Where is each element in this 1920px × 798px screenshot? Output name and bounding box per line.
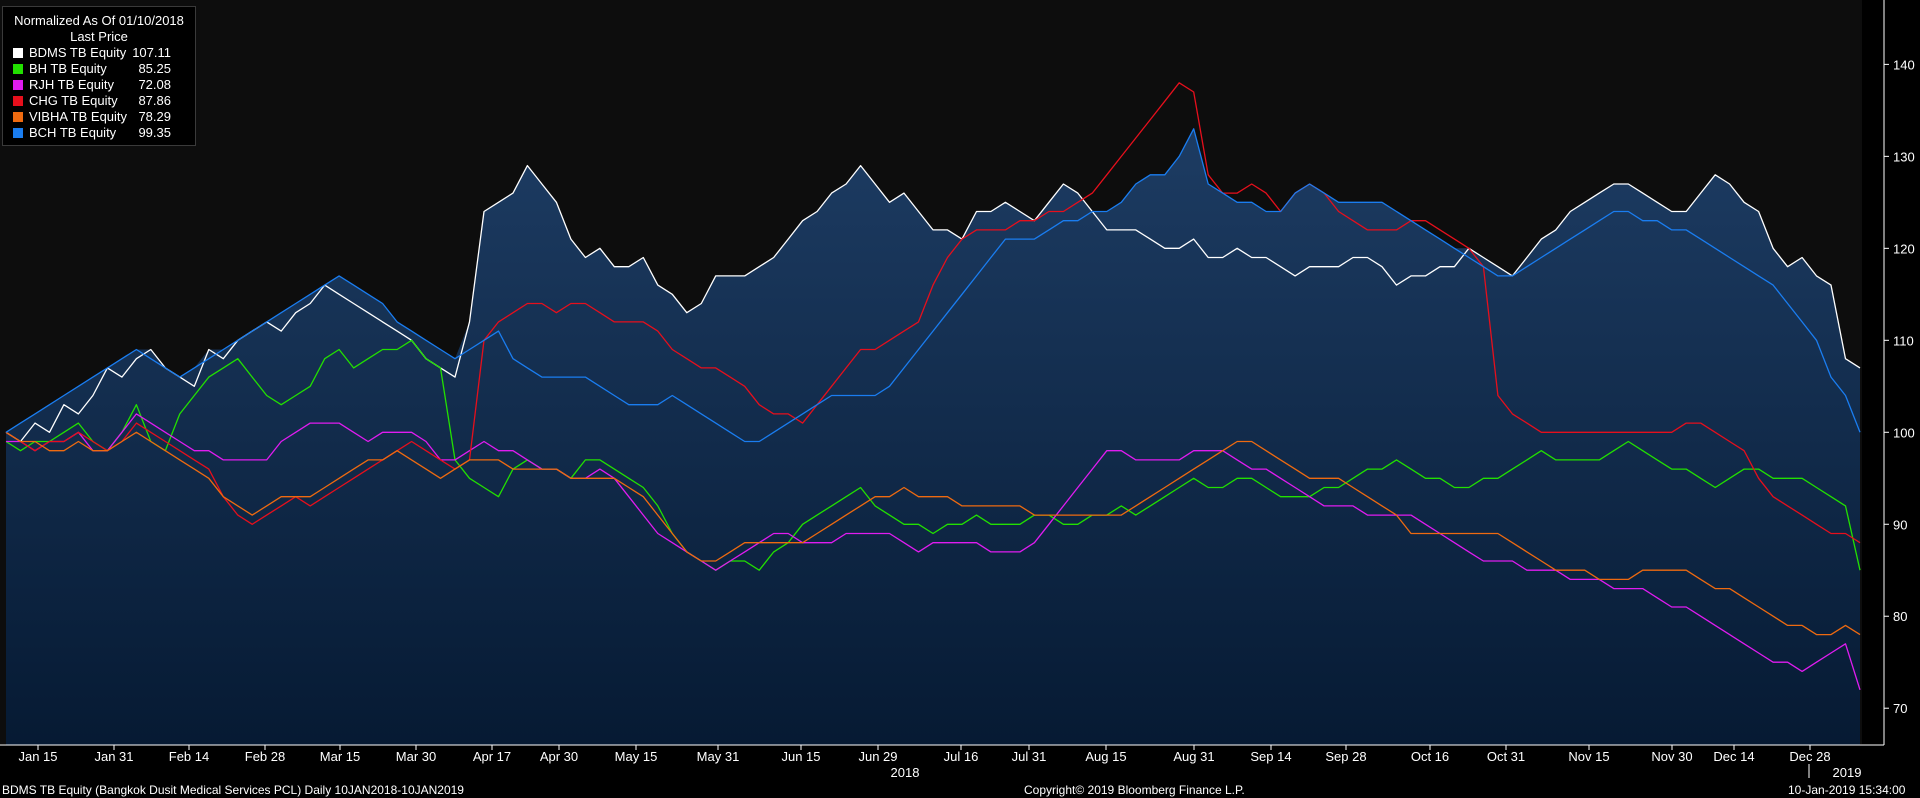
x-tick-label: May 15 bbox=[615, 749, 658, 764]
year-label-2019: 2019 bbox=[1833, 765, 1862, 780]
y-tick-label: 140 bbox=[1893, 57, 1915, 72]
x-tick-label: Jul 31 bbox=[1012, 749, 1047, 764]
y-tick-label: 130 bbox=[1893, 149, 1915, 164]
x-tick-label: Mar 30 bbox=[396, 749, 436, 764]
x-tick-label: Apr 30 bbox=[540, 749, 578, 764]
legend-title: Normalized As Of 01/10/2018 bbox=[14, 13, 184, 28]
y-axis-ticks: 70 80 90 100 110 120 130 140 bbox=[1884, 57, 1915, 716]
legend-entry: BH TB Equity 85.25 bbox=[3, 61, 195, 77]
x-tick-label: Jun 29 bbox=[858, 749, 897, 764]
series-line-bch bbox=[5, 128, 1861, 443]
legend-swatch bbox=[13, 128, 23, 138]
x-tick-label: Oct 31 bbox=[1487, 749, 1525, 764]
x-tick-label: Apr 17 bbox=[473, 749, 511, 764]
x-tick-label: Mar 15 bbox=[320, 749, 360, 764]
area-layer bbox=[6, 128, 1860, 746]
legend-last-price: 87.86 bbox=[138, 93, 171, 108]
x-tick-label: Aug 31 bbox=[1173, 749, 1214, 764]
y-tick-label: 100 bbox=[1893, 425, 1915, 440]
legend-series-name: BCH TB Equity bbox=[29, 125, 117, 140]
series-line-bdms bbox=[5, 164, 1861, 443]
x-tick-label: Jan 31 bbox=[94, 749, 133, 764]
legend-last-price: 78.29 bbox=[138, 109, 171, 124]
x-tick-label: Nov 15 bbox=[1568, 749, 1609, 764]
legend-swatch bbox=[13, 64, 23, 74]
legend-series-name: BDMS TB Equity bbox=[29, 45, 127, 60]
legend: Normalized As Of 01/10/2018 Last Price B… bbox=[2, 6, 196, 146]
x-tick-label: Oct 16 bbox=[1411, 749, 1449, 764]
x-tick-label: Jan 15 bbox=[18, 749, 57, 764]
legend-subtitle: Last Price bbox=[70, 29, 128, 44]
x-tick-label: Sep 14 bbox=[1250, 749, 1291, 764]
x-tick-label: May 31 bbox=[697, 749, 740, 764]
legend-last-price: 85.25 bbox=[138, 61, 171, 76]
y-tick-label: 80 bbox=[1893, 609, 1907, 624]
x-tick-label: Jul 16 bbox=[944, 749, 979, 764]
legend-series-name: BH TB Equity bbox=[29, 61, 107, 76]
y-tick-label: 110 bbox=[1893, 333, 1914, 348]
x-tick-label: Sep 28 bbox=[1325, 749, 1366, 764]
legend-entry: CHG TB Equity 87.86 bbox=[3, 93, 195, 109]
y-tick-label: 90 bbox=[1893, 517, 1907, 532]
legend-swatch bbox=[13, 112, 23, 122]
x-tick-label: Jun 15 bbox=[781, 749, 820, 764]
legend-last-price: 107.11 bbox=[132, 45, 171, 60]
legend-entry: VIBHA TB Equity 78.29 bbox=[3, 109, 195, 125]
legend-last-price: 72.08 bbox=[138, 77, 171, 92]
footer-timestamp: 10-Jan-2019 15:34:00 bbox=[1788, 783, 1906, 797]
line-layer bbox=[5, 82, 1861, 690]
legend-last-price: 99.35 bbox=[138, 125, 171, 140]
legend-entry: RJH TB Equity 72.08 bbox=[3, 77, 195, 93]
x-tick-label: Dec 14 bbox=[1713, 749, 1754, 764]
x-tick-label: Nov 30 bbox=[1651, 749, 1692, 764]
x-tick-label: Dec 28 bbox=[1789, 749, 1830, 764]
y-tick-label: 70 bbox=[1893, 701, 1907, 716]
legend-entry: BCH TB Equity 99.35 bbox=[3, 125, 195, 141]
footer-copyright: Copyright© 2019 Bloomberg Finance L.P. bbox=[1024, 783, 1245, 797]
legend-series-name: VIBHA TB Equity bbox=[29, 109, 128, 124]
legend-series-name: RJH TB Equity bbox=[29, 77, 115, 92]
legend-series-name: CHG TB Equity bbox=[29, 93, 118, 108]
series-line-chg bbox=[5, 82, 1861, 544]
legend-entry: BDMS TB Equity 107.11 bbox=[3, 45, 195, 61]
series-line-bh bbox=[5, 339, 1861, 571]
y-tick-label: 120 bbox=[1893, 241, 1915, 256]
area-fill bbox=[6, 128, 1860, 746]
legend-swatch bbox=[13, 48, 23, 58]
series-line-vibha bbox=[5, 431, 1861, 636]
x-axis-ticks: Jan 15 Jan 31 Feb 14 Feb 28 Mar 15 Mar 30 Apr … bbox=[18, 745, 1831, 764]
x-tick-label: Feb 28 bbox=[245, 749, 285, 764]
legend-rows: BDMS TB Equity 107.11 BH TB Equity 85.25 RJH… bbox=[3, 45, 195, 141]
legend-swatch bbox=[13, 80, 23, 90]
x-tick-label: Feb 14 bbox=[169, 749, 209, 764]
footer-security-info: BDMS TB Equity (Bangkok Dusit Medical Se… bbox=[2, 783, 464, 797]
series-line-rjh bbox=[6, 413, 1861, 690]
year-label-2018: 2018 bbox=[891, 765, 920, 780]
x-tick-label: Aug 15 bbox=[1085, 749, 1126, 764]
legend-swatch bbox=[13, 96, 23, 106]
